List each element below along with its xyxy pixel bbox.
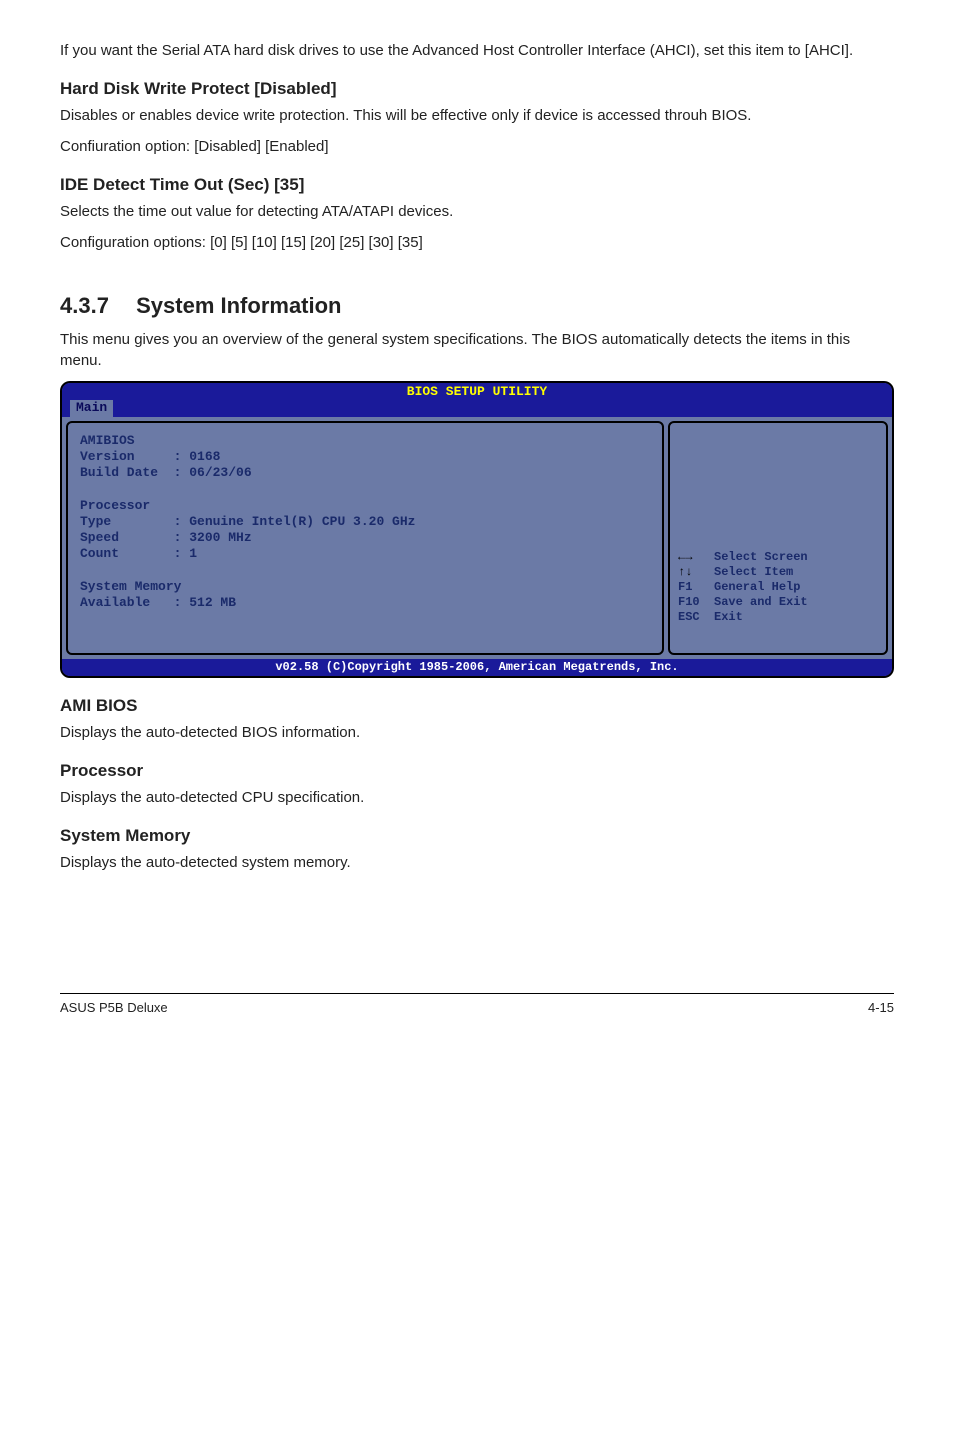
section-number: 4.3.7 [60, 293, 130, 319]
footer-right: 4-15 [868, 1000, 894, 1015]
sysmem-heading: System Memory [60, 826, 894, 846]
section-heading: 4.3.7 System Information [60, 293, 894, 319]
hdwp-heading: Hard Disk Write Protect [Disabled] [60, 79, 894, 99]
bios-help-text: ←→ Select Screen ↑↓ Select Item F1 Gener… [678, 550, 808, 625]
hdwp-desc: Disables or enables device write protect… [60, 105, 894, 126]
ide-heading: IDE Detect Time Out (Sec) [35] [60, 175, 894, 195]
bios-tab-main: Main [70, 400, 113, 416]
intro-paragraph: If you want the Serial ATA hard disk dri… [60, 40, 894, 61]
processor-desc: Displays the auto-detected CPU specifica… [60, 787, 894, 808]
bios-titlebar: BIOS SETUP UTILITY [62, 383, 892, 400]
ide-options: Configuration options: [0] [5] [10] [15]… [60, 232, 894, 253]
sysmem-desc: Displays the auto-detected system memory… [60, 852, 894, 873]
hdwp-options: Confiuration option: [Disabled] [Enabled… [60, 136, 894, 157]
section-desc: This menu gives you an overview of the g… [60, 329, 894, 371]
bios-help-panel: ←→ Select Screen ↑↓ Select Item F1 Gener… [668, 421, 888, 655]
ami-heading: AMI BIOS [60, 696, 894, 716]
bios-info-panel: AMIBIOS Version : 0168 Build Date : 06/2… [66, 421, 664, 655]
footer-left: ASUS P5B Deluxe [60, 1000, 168, 1015]
section-title: System Information [136, 293, 341, 318]
bios-footer: v02.58 (C)Copyright 1985-2006, American … [62, 659, 892, 676]
bios-screenshot: BIOS SETUP UTILITY Main AMIBIOS Version … [60, 381, 894, 678]
processor-heading: Processor [60, 761, 894, 781]
ide-desc: Selects the time out value for detecting… [60, 201, 894, 222]
bios-tab-row: Main [62, 400, 892, 416]
page-footer: ASUS P5B Deluxe 4-15 [60, 993, 894, 1015]
ami-desc: Displays the auto-detected BIOS informat… [60, 722, 894, 743]
